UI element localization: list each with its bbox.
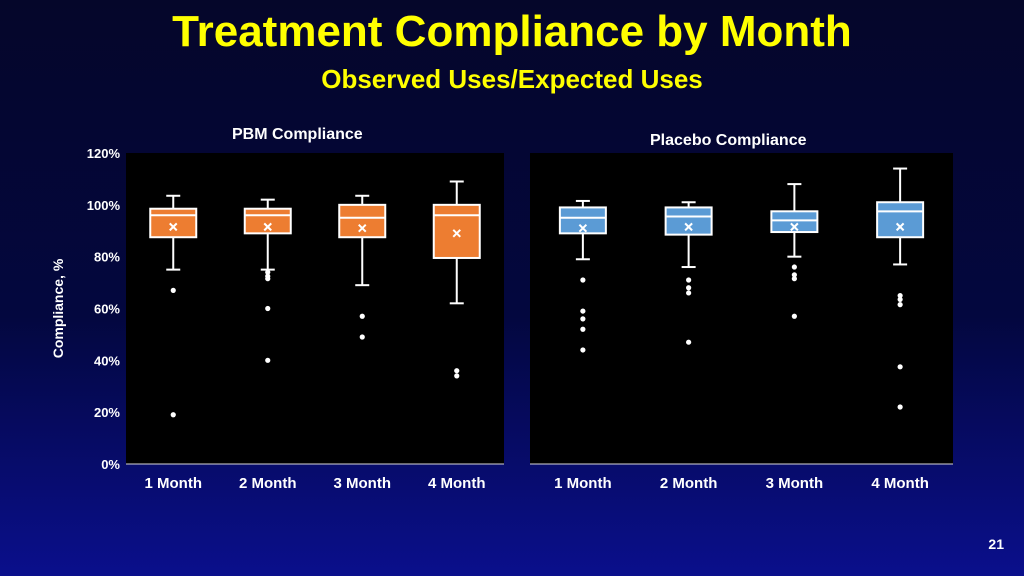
outlier-point <box>686 339 692 345</box>
outlier-point <box>265 357 271 363</box>
outlier-point <box>454 373 460 379</box>
y-tick-label: 20% <box>94 405 120 420</box>
panel-2-plot-area <box>530 153 953 464</box>
iqr-box <box>338 203 387 239</box>
x-tick-label: 4 Month <box>428 475 486 492</box>
y-tick-label: 60% <box>94 302 120 317</box>
iqr-box <box>149 207 198 239</box>
outlier-point <box>897 404 903 410</box>
outlier-point <box>686 290 692 296</box>
outlier-point <box>580 277 586 283</box>
x-tick-label: 1 Month <box>554 475 612 492</box>
mean-marker <box>452 229 461 238</box>
outlier-point <box>170 412 176 418</box>
outlier-point <box>686 277 692 283</box>
iqr-box <box>243 207 292 235</box>
outlier-point <box>897 302 903 308</box>
outlier-point <box>359 313 365 319</box>
mean-marker <box>790 222 799 232</box>
outlier-point <box>791 264 797 270</box>
outlier-point <box>791 313 797 319</box>
mean-marker <box>578 223 588 233</box>
y-axis-label: Compliance, % <box>50 258 66 358</box>
placebo-panel-title: Placebo Compliance <box>650 132 807 149</box>
mean-marker <box>895 222 905 232</box>
outlier-point <box>265 305 271 312</box>
pbm-panel-title: PBM Compliance <box>232 126 363 143</box>
outlier-point <box>265 269 271 275</box>
y-tick-label: 100% <box>87 198 121 213</box>
y-tick-label: 120% <box>87 146 121 161</box>
iqr-box <box>432 203 481 259</box>
outlier-point <box>791 276 797 282</box>
outlier-point <box>454 368 460 374</box>
outlier-point <box>686 285 692 291</box>
iqr-box <box>770 210 819 234</box>
x-tick-label: 4 Month <box>871 475 929 492</box>
y-tick-label: 80% <box>94 250 120 265</box>
x-tick-label: 1 Month <box>145 475 203 492</box>
slide-title: Treatment Compliance by Month <box>172 7 852 56</box>
mean-marker <box>684 222 693 232</box>
x-tick-label: 3 Month <box>766 475 824 492</box>
outlier-point <box>265 276 271 282</box>
outlier-point <box>580 308 586 314</box>
mean-marker <box>263 222 272 232</box>
mean-marker <box>169 222 178 232</box>
outlier-point <box>580 347 586 353</box>
iqr-box <box>664 206 713 236</box>
x-tick-label: 3 Month <box>334 475 392 492</box>
page-number: 21 <box>988 536 1004 552</box>
outlier-point <box>897 296 903 303</box>
y-tick-label: 40% <box>94 353 120 368</box>
outlier-point <box>897 364 903 370</box>
panel-1-plot-area <box>126 153 504 464</box>
y-tick-label: 0% <box>101 457 120 472</box>
x-tick-label: 2 Month <box>660 475 718 492</box>
iqr-box <box>876 201 925 239</box>
slide-subtitle: Observed Uses/Expected Uses <box>321 64 703 94</box>
outlier-point <box>170 287 176 293</box>
outlier-point <box>791 272 797 278</box>
outlier-point <box>580 326 586 332</box>
outlier-point <box>359 334 365 340</box>
outlier-point <box>897 292 903 299</box>
mean-marker <box>358 223 367 233</box>
x-tick-label: 2 Month <box>239 475 297 492</box>
outlier-point <box>580 316 586 322</box>
